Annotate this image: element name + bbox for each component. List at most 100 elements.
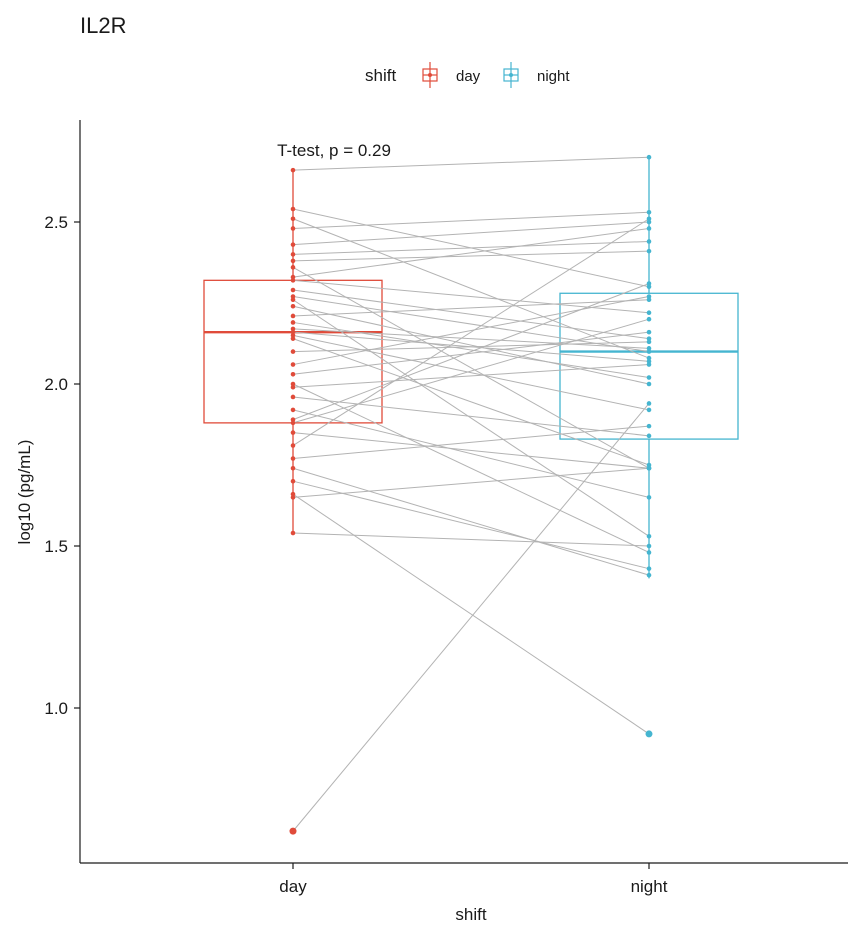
night-point bbox=[646, 566, 652, 571]
day-point bbox=[290, 265, 296, 270]
night-point bbox=[646, 226, 652, 231]
day-point bbox=[290, 333, 296, 338]
night-point bbox=[646, 543, 652, 549]
night-point bbox=[646, 281, 652, 286]
pair-line bbox=[292, 296, 650, 366]
night-point bbox=[646, 465, 652, 471]
x-axis-title: shift bbox=[455, 905, 486, 924]
night-outlier bbox=[645, 730, 653, 738]
day-point bbox=[290, 381, 296, 387]
pair-line bbox=[292, 532, 650, 547]
pair-line bbox=[292, 266, 650, 469]
day-point bbox=[290, 287, 296, 293]
day-point bbox=[290, 216, 296, 222]
legend-key-point bbox=[428, 73, 432, 77]
night-point bbox=[646, 359, 652, 364]
night-point bbox=[646, 316, 652, 322]
pair-line bbox=[292, 341, 650, 353]
pair-line bbox=[292, 338, 650, 466]
night-point bbox=[646, 329, 652, 335]
legend-label-night: night bbox=[537, 68, 570, 85]
day-point bbox=[290, 294, 296, 299]
day-point bbox=[290, 394, 296, 400]
day-point bbox=[290, 226, 296, 231]
day-point bbox=[290, 167, 296, 173]
pair-line bbox=[292, 467, 650, 498]
pair-line bbox=[292, 250, 650, 262]
day-point bbox=[290, 274, 296, 280]
day-point bbox=[290, 478, 296, 484]
day-outlier bbox=[289, 827, 297, 835]
night-point bbox=[646, 349, 652, 354]
night-point bbox=[646, 355, 652, 361]
night-point bbox=[646, 339, 652, 345]
day-point bbox=[290, 320, 296, 325]
pair-line bbox=[292, 296, 650, 353]
night-point bbox=[646, 336, 652, 341]
day-point bbox=[290, 420, 296, 426]
plot-area bbox=[203, 154, 739, 835]
day-point bbox=[290, 456, 296, 461]
y-tick-label: 1.0 bbox=[44, 699, 68, 718]
night-point bbox=[646, 572, 652, 578]
day-point bbox=[290, 362, 296, 367]
night-point bbox=[646, 423, 652, 429]
legend: shift day night bbox=[365, 62, 570, 88]
night-point bbox=[646, 239, 652, 244]
day-point bbox=[290, 326, 296, 332]
night-point bbox=[646, 381, 652, 387]
day-point bbox=[290, 371, 296, 377]
night-point bbox=[646, 219, 652, 225]
night-point bbox=[646, 248, 652, 254]
night-point bbox=[646, 310, 652, 316]
day-point bbox=[290, 491, 296, 497]
pair-line bbox=[292, 328, 650, 349]
day-point bbox=[290, 336, 296, 341]
night-point bbox=[646, 209, 652, 215]
legend-key-night bbox=[503, 62, 519, 88]
night-point bbox=[646, 533, 652, 539]
legend-key-day bbox=[422, 62, 438, 88]
day-point bbox=[290, 313, 296, 319]
pair-line bbox=[292, 383, 650, 553]
pair-line bbox=[292, 289, 650, 340]
pair-line bbox=[292, 396, 650, 437]
day-point bbox=[290, 407, 296, 413]
night-point bbox=[646, 375, 652, 380]
night-point bbox=[646, 407, 652, 413]
legend-key-point bbox=[509, 73, 513, 77]
night-point bbox=[646, 401, 652, 406]
night-point bbox=[646, 362, 652, 367]
pair-line bbox=[292, 331, 650, 375]
day-point bbox=[290, 384, 296, 390]
night-point bbox=[646, 216, 652, 222]
pair-line bbox=[292, 156, 650, 171]
pair-line bbox=[292, 403, 650, 832]
axes: 1.0 1.5 2.0 2.5 day night bbox=[44, 120, 848, 896]
pair-line bbox=[292, 334, 650, 411]
x-tick-label: day bbox=[279, 877, 307, 896]
pair-line bbox=[292, 221, 650, 246]
night-point bbox=[646, 433, 652, 439]
day-point bbox=[290, 258, 296, 264]
y-tick-label: 2.0 bbox=[44, 375, 68, 394]
day-point bbox=[290, 297, 296, 303]
night-box bbox=[559, 292, 739, 440]
pair-line bbox=[292, 318, 650, 424]
day-point bbox=[290, 530, 296, 536]
night-point bbox=[646, 346, 652, 351]
pair-line bbox=[292, 480, 650, 570]
day-point bbox=[290, 242, 296, 247]
pair-line bbox=[292, 409, 650, 498]
pair-line bbox=[292, 227, 650, 278]
pair-line bbox=[292, 240, 650, 255]
pair-line bbox=[292, 425, 650, 460]
pair-line bbox=[292, 218, 650, 446]
night-point bbox=[646, 284, 652, 290]
y-axis-title: log10 (pg/mL) bbox=[15, 440, 34, 545]
x-tick-label: night bbox=[631, 877, 668, 896]
legend-label-day: day bbox=[456, 68, 481, 85]
day-point bbox=[290, 252, 296, 257]
night-point bbox=[646, 297, 652, 303]
